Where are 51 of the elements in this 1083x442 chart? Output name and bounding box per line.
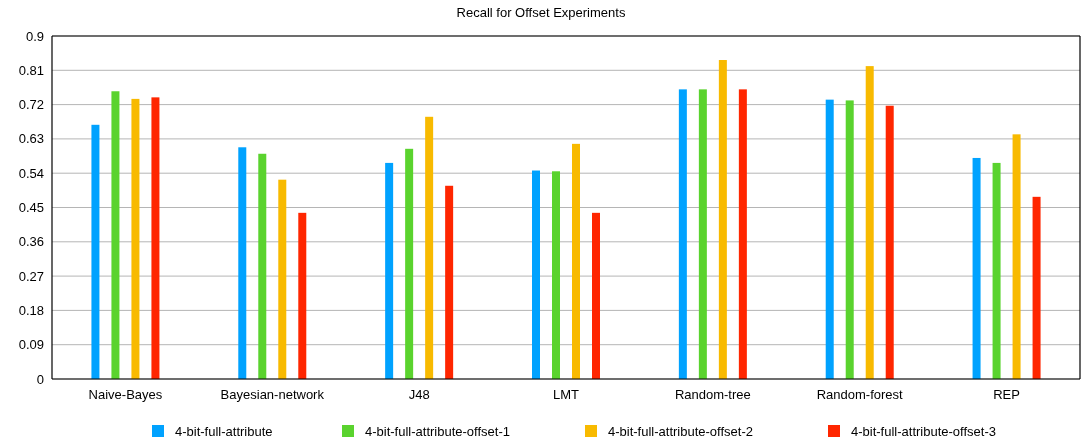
bar: [151, 97, 160, 379]
x-tick-label: J48: [408, 387, 430, 402]
bar: [1012, 134, 1021, 379]
y-tick-label: 0.63: [18, 131, 44, 147]
y-tick-label: 0.09: [18, 337, 44, 353]
x-tick-label: REP: [993, 387, 1020, 402]
y-tick-label: 0.81: [18, 62, 44, 78]
legend-label: 4-bit-full-attribute-offset-1: [365, 423, 510, 439]
bar: [238, 147, 247, 379]
bar: [385, 162, 394, 379]
bar: [425, 116, 434, 379]
x-tick-label: Random-forest: [816, 387, 904, 402]
bar: [258, 153, 267, 379]
x-tick-label: Random-tree: [674, 387, 751, 402]
bar: [845, 100, 854, 379]
bar: [405, 148, 414, 379]
legend-label: 4-bit-full-attribute: [175, 423, 273, 439]
y-tick-label: 0.72: [18, 97, 44, 113]
y-tick-label: 0.36: [18, 234, 44, 250]
bar: [532, 170, 540, 379]
bar: [552, 171, 560, 379]
bar: [91, 124, 100, 379]
x-tick-label: Bayesian-network: [220, 387, 325, 402]
y-tick-label: 0.54: [18, 165, 44, 181]
bar: [718, 60, 727, 379]
bar: [865, 66, 874, 379]
bar: [678, 89, 687, 379]
chart-title: Recall for Offset Experiments: [456, 5, 626, 20]
bar: [972, 157, 981, 379]
bar: [825, 99, 834, 379]
bar: [738, 89, 747, 379]
bar: [111, 91, 120, 379]
x-tick-label: LMT: [553, 387, 580, 402]
bar: [445, 185, 454, 379]
bar: [278, 179, 287, 379]
bar: [572, 143, 580, 379]
legend-label: 4-bit-full-attribute-offset-2: [608, 423, 753, 439]
x-tick-label: Naive-Bayes: [88, 387, 163, 402]
y-tick-label: 0.18: [18, 302, 44, 318]
bar: [592, 212, 600, 379]
bar: [992, 162, 1001, 379]
y-tick-label: 0.45: [18, 200, 44, 216]
bar: [131, 98, 140, 379]
y-tick-label: 0.9: [25, 28, 44, 44]
bar: [885, 105, 894, 379]
bar: [298, 212, 307, 379]
y-tick-label: 0.27: [18, 268, 44, 284]
bar: [1032, 196, 1041, 379]
legend-label: 4-bit-full-attribute-offset-3: [851, 423, 996, 439]
bar: [698, 89, 707, 379]
y-tick-label: 0: [36, 371, 44, 387]
